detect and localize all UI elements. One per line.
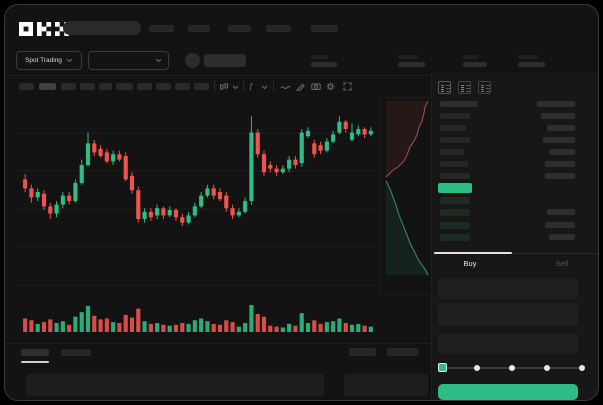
orders-table-placeholder [26, 374, 324, 396]
toolbar-divider [273, 81, 274, 92]
toolbar-divider [214, 81, 215, 92]
ask-amount[interactable] [547, 125, 575, 131]
market-type-label: Spot Trading [25, 57, 62, 64]
orders-table-placeholder [344, 374, 428, 396]
timeframe-button[interactable] [116, 83, 133, 90]
price-input[interactable] [438, 278, 578, 299]
chevron-down-icon [66, 58, 73, 63]
pair-name-placeholder [204, 54, 246, 67]
buy-tab-underline [434, 252, 512, 254]
timeframe-button-active[interactable] [39, 83, 56, 90]
tab-buy[interactable]: Buy [463, 259, 477, 268]
slider-step-dot[interactable] [579, 365, 585, 371]
app-window: OKX Spot Trading [4, 4, 599, 401]
ask-price[interactable] [440, 149, 464, 155]
divider [5, 343, 432, 344]
last-price-indicator[interactable] [438, 183, 472, 193]
ask-amount[interactable] [545, 173, 575, 179]
amount-input[interactable] [438, 303, 578, 326]
chevron-down-icon[interactable] [261, 85, 268, 90]
market-type-dropdown[interactable]: Spot Trading [16, 51, 82, 70]
ask-price[interactable] [440, 125, 466, 131]
orderbook-view-asks-icon[interactable] [478, 81, 491, 94]
bid-amount[interactable] [549, 233, 575, 240]
bid-amount[interactable] [545, 221, 575, 228]
chevron-down-icon[interactable] [232, 85, 239, 90]
slider-step-dot[interactable] [509, 365, 515, 371]
timeframe-button[interactable] [137, 83, 152, 90]
ask-price[interactable] [440, 113, 470, 119]
nav-item[interactable] [188, 25, 210, 32]
bid-price[interactable] [440, 197, 470, 204]
nav-item[interactable] [149, 25, 174, 32]
ask-price[interactable] [440, 161, 468, 167]
bottom-tab-underline [21, 361, 49, 363]
nav-item[interactable] [266, 25, 291, 32]
candle-style-icon[interactable] [219, 83, 229, 91]
buy-button[interactable] [438, 384, 578, 400]
camera-icon[interactable] [311, 82, 321, 90]
fullscreen-icon[interactable] [343, 82, 352, 91]
ask-amount[interactable] [545, 161, 575, 167]
coin-icon [185, 53, 200, 68]
timeframe-button[interactable] [61, 83, 76, 90]
bid-price[interactable] [440, 233, 470, 241]
total-input[interactable] [438, 333, 578, 354]
ask-price[interactable] [440, 137, 470, 143]
divider [5, 75, 432, 76]
bottom-tab-active[interactable] [21, 349, 49, 356]
toolbar-divider [243, 81, 244, 92]
tab-sell[interactable]: Sell [555, 259, 569, 268]
timeframe-button[interactable] [19, 83, 34, 90]
slider-step-dot[interactable] [544, 365, 550, 371]
panel-divider [431, 73, 432, 400]
price-chart[interactable] [16, 99, 376, 341]
timeframe-button[interactable] [194, 83, 209, 90]
indicators-icon[interactable]: ƒ [249, 82, 254, 91]
bid-price[interactable] [440, 209, 470, 217]
tabs-divider [432, 253, 598, 254]
orderbook-panel: Buy Sell [432, 73, 598, 400]
settings-gear-icon[interactable] [326, 82, 335, 91]
ask-amount[interactable] [549, 149, 575, 155]
nav-item[interactable] [311, 25, 338, 32]
depth-chart[interactable] [380, 97, 432, 295]
slider-handle[interactable] [438, 363, 447, 372]
logo-text: OKX [5, 5, 6, 6]
orderbook-price-header [440, 101, 478, 107]
orderbook-view-bids-icon[interactable] [458, 81, 471, 94]
orderbook-amount-header [537, 101, 575, 107]
nav-item[interactable] [228, 25, 251, 32]
orderbook-view-all-icon[interactable] [438, 81, 451, 94]
chevron-down-icon [155, 58, 162, 63]
bottom-action[interactable] [387, 348, 418, 356]
ask-price[interactable] [440, 173, 470, 179]
timeframe-button[interactable] [99, 83, 112, 90]
slider-step-dot[interactable] [474, 365, 480, 371]
bottom-action[interactable] [349, 348, 376, 356]
ask-amount[interactable] [541, 113, 575, 119]
draw-pencil-icon[interactable] [296, 82, 305, 91]
search-input[interactable] [63, 21, 141, 35]
bid-price[interactable] [440, 221, 470, 229]
timeframe-button[interactable] [80, 83, 95, 90]
ask-amount[interactable] [543, 137, 575, 143]
timeframe-button[interactable] [175, 83, 190, 90]
timeframe-button[interactable] [156, 83, 171, 90]
line-tool-icon[interactable] [280, 84, 291, 91]
pair-dropdown[interactable] [88, 51, 169, 70]
bid-amount[interactable] [547, 209, 575, 216]
okx-logo[interactable] [19, 22, 69, 36]
bottom-tab[interactable] [61, 349, 91, 356]
